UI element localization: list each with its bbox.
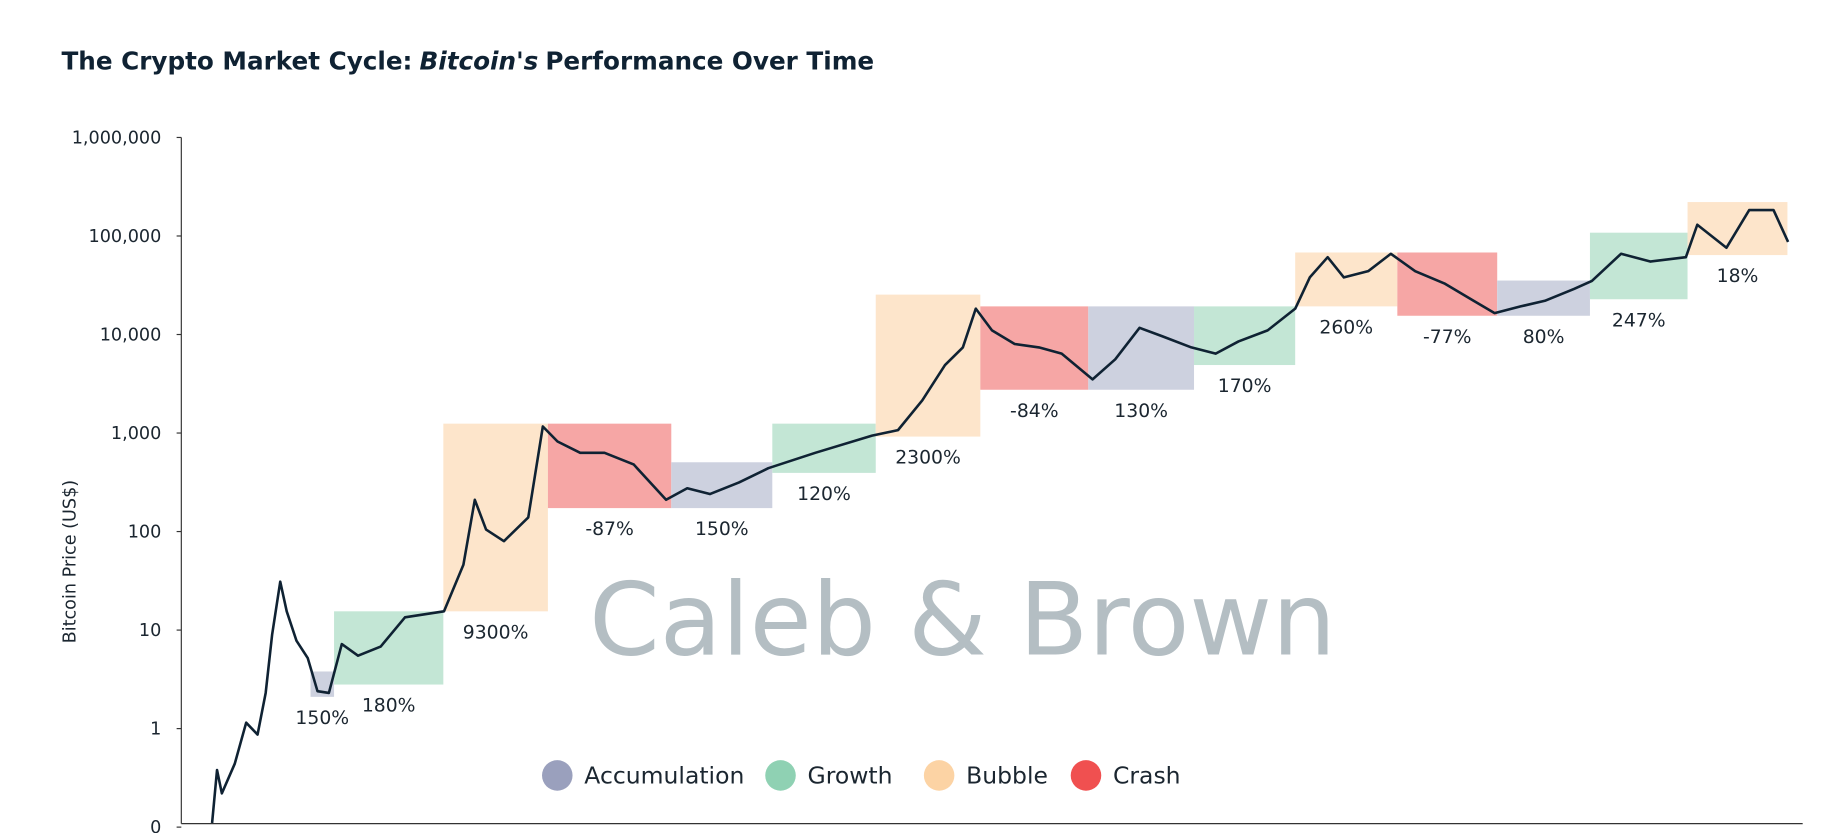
band-label: 180% (362, 696, 416, 717)
phase-band (1589, 232, 1688, 300)
y-tick-label: 1,000 (111, 424, 161, 444)
title-part: The Crypto Market Cycle: (61, 46, 412, 75)
band-label: -84% (1010, 401, 1059, 422)
band-label: -77% (1423, 327, 1472, 348)
phase-band (1497, 280, 1590, 316)
band-label: 120% (797, 484, 851, 505)
band-label: 260% (1319, 317, 1373, 338)
band-label: 247% (1612, 310, 1666, 331)
band-label: 150% (695, 519, 749, 540)
y-tick-label: 1 (150, 719, 161, 739)
phase-band (1194, 306, 1296, 366)
legend-swatch (542, 760, 573, 791)
title-part: Performance Over Time (545, 46, 874, 75)
phase-band (875, 294, 981, 437)
y-tick-label: 10,000 (100, 325, 162, 345)
y-axis-label: Bitcoin Price (US$) (61, 480, 81, 644)
legend-label: Accumulation (584, 762, 744, 790)
y-tick-label: 10 (139, 621, 161, 641)
band-label: 2300% (895, 448, 961, 469)
band-label: 9300% (463, 622, 529, 643)
phase-band (671, 462, 773, 509)
band-label: 150% (295, 708, 349, 729)
y-tick-label: 1,000,000 (72, 128, 162, 148)
legend-swatch (765, 760, 796, 791)
band-label: 18% (1717, 266, 1759, 287)
watermark: Caleb & Brown (589, 560, 1336, 678)
legend-swatch (923, 760, 955, 791)
chart-title: The Crypto Market Cycle: Bitcoin's Perform… (61, 46, 874, 75)
phase-band (334, 611, 444, 685)
y-tick-label: 100,000 (89, 227, 162, 247)
legend-swatch (1070, 760, 1102, 791)
phase-band (547, 423, 672, 509)
legend-label: Bubble (966, 762, 1048, 790)
phase-band (1088, 306, 1195, 390)
phase-band (772, 423, 876, 473)
title-part: Bitcoin's (419, 46, 538, 75)
phase-band (443, 423, 548, 612)
band-label: 170% (1218, 376, 1272, 397)
band-label: 80% (1523, 327, 1565, 348)
y-tick-label: 0 (150, 818, 161, 833)
band-label: -87% (585, 519, 634, 540)
price-line (210, 208, 1790, 824)
band-label: 130% (1114, 401, 1168, 422)
legend-label: Growth (808, 762, 893, 790)
y-tick-label: 100 (128, 522, 162, 542)
legend-label: Crash (1113, 762, 1181, 790)
